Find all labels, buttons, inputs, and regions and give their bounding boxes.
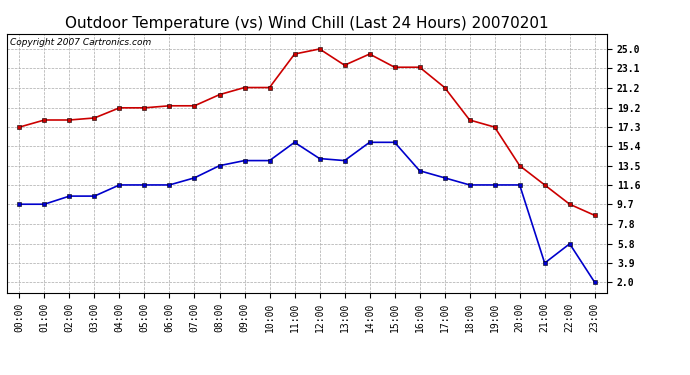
Title: Outdoor Temperature (vs) Wind Chill (Last 24 Hours) 20070201: Outdoor Temperature (vs) Wind Chill (Las… (66, 16, 549, 31)
Text: Copyright 2007 Cartronics.com: Copyright 2007 Cartronics.com (10, 38, 151, 46)
